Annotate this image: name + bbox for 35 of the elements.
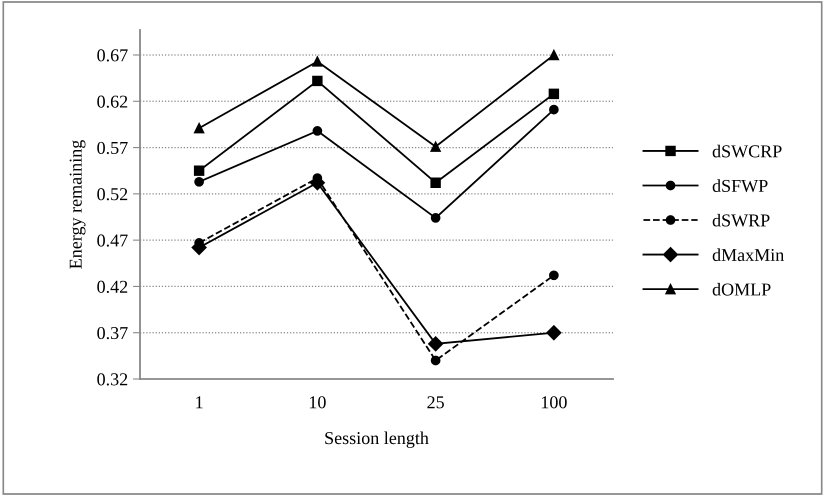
point bbox=[548, 50, 560, 60]
y-tick-label: 0.42 bbox=[97, 280, 128, 293]
point bbox=[430, 213, 440, 223]
x-tick-label: 10 bbox=[310, 396, 326, 408]
y-tick-label: 0.67 bbox=[97, 49, 128, 62]
y-tick-label: 0.62 bbox=[97, 96, 128, 108]
x-tick-label: 100 bbox=[542, 396, 567, 408]
point bbox=[428, 336, 444, 352]
point bbox=[194, 122, 204, 134]
x-tick-label: 1 bbox=[196, 396, 203, 408]
point bbox=[549, 270, 559, 280]
legend-label: dSWRP bbox=[712, 214, 770, 227]
legend-label: dSFWP bbox=[712, 179, 768, 192]
x-axis-title: Session length bbox=[325, 431, 429, 448]
legend-label: dOMLP bbox=[712, 282, 771, 296]
point bbox=[430, 356, 440, 366]
point bbox=[430, 178, 441, 188]
point bbox=[546, 325, 562, 340]
point bbox=[194, 176, 204, 187]
y-tick-label: 0.37 bbox=[97, 326, 128, 340]
legend-label: dMaxMin bbox=[712, 248, 784, 262]
legend-label: dSWCRP bbox=[712, 144, 782, 158]
point bbox=[430, 141, 441, 152]
point bbox=[312, 76, 323, 86]
x-tick-label: 25 bbox=[427, 396, 444, 408]
y-tick-label: 0.47 bbox=[97, 234, 128, 247]
y-tick-label: 0.32 bbox=[97, 373, 128, 386]
y-axis-title: Energy remaining bbox=[70, 140, 86, 269]
y-tick-label: 0.57 bbox=[97, 142, 128, 154]
y-tick-label: 0.52 bbox=[97, 188, 128, 200]
point bbox=[549, 104, 559, 114]
point bbox=[548, 88, 560, 100]
point bbox=[194, 166, 204, 176]
point bbox=[312, 56, 323, 67]
point bbox=[312, 126, 322, 136]
